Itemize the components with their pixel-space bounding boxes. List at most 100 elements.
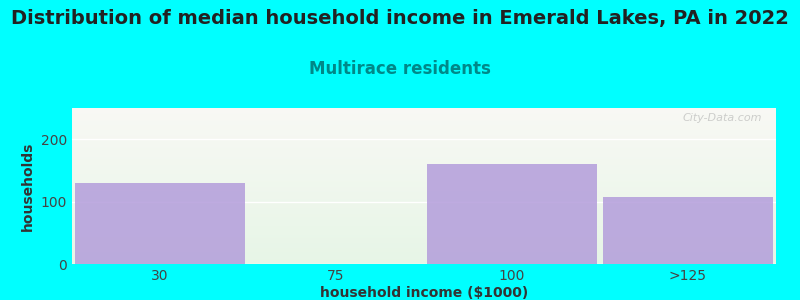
Bar	[72, 243, 776, 244]
Bar	[72, 166, 776, 167]
Bar	[72, 231, 776, 232]
Bar	[72, 202, 776, 203]
Bar	[72, 233, 776, 234]
Bar	[72, 234, 776, 235]
Bar	[72, 256, 776, 257]
Bar	[72, 157, 776, 158]
Bar	[72, 121, 776, 122]
Bar	[72, 122, 776, 123]
Bar	[72, 128, 776, 129]
Bar	[72, 145, 776, 146]
Bar	[72, 149, 776, 150]
Bar	[72, 119, 776, 120]
Bar	[72, 141, 776, 142]
Bar	[72, 227, 776, 228]
Bar	[72, 154, 776, 155]
Bar	[72, 159, 776, 160]
Bar	[72, 205, 776, 206]
Bar	[72, 250, 776, 251]
Bar	[72, 110, 776, 111]
Bar	[72, 255, 776, 256]
Bar	[72, 207, 776, 208]
Bar	[72, 229, 776, 230]
Bar	[72, 221, 776, 222]
Bar	[72, 206, 776, 207]
Bar	[72, 192, 776, 193]
Bar	[72, 242, 776, 243]
Bar	[72, 196, 776, 197]
Bar	[72, 241, 776, 242]
Bar	[72, 125, 776, 126]
Bar	[426, 164, 598, 264]
Bar	[72, 143, 776, 144]
Bar	[72, 135, 776, 136]
Bar	[72, 257, 776, 258]
Bar	[72, 185, 776, 186]
Bar	[72, 118, 776, 119]
Bar	[72, 126, 776, 127]
Bar	[72, 164, 776, 165]
Bar	[72, 136, 776, 137]
Bar	[72, 179, 776, 180]
Bar	[72, 217, 776, 218]
Bar	[72, 225, 776, 226]
Bar	[72, 216, 776, 217]
Bar	[72, 220, 776, 221]
Bar	[72, 211, 776, 212]
Bar	[72, 161, 776, 162]
Bar	[72, 172, 776, 173]
Bar	[72, 244, 776, 245]
Bar	[72, 156, 776, 157]
Bar	[72, 147, 776, 148]
Bar	[72, 129, 776, 130]
Bar	[72, 134, 776, 135]
Bar	[72, 222, 776, 223]
Bar	[72, 251, 776, 252]
Bar	[72, 158, 776, 159]
Bar	[72, 151, 776, 152]
Bar	[72, 226, 776, 227]
Bar	[72, 127, 776, 128]
Bar	[72, 253, 776, 254]
Bar	[72, 112, 776, 113]
Bar	[72, 144, 776, 145]
Bar	[72, 131, 776, 132]
Bar	[72, 210, 776, 211]
Bar	[72, 139, 776, 140]
Bar	[72, 117, 776, 118]
Bar	[72, 168, 776, 169]
Bar	[72, 120, 776, 121]
Bar	[72, 152, 776, 153]
Bar	[72, 124, 776, 125]
Bar	[72, 175, 776, 176]
Bar	[72, 249, 776, 250]
Bar	[72, 195, 776, 196]
Bar	[72, 148, 776, 149]
Bar	[72, 132, 776, 133]
Bar	[72, 178, 776, 179]
Bar	[72, 186, 776, 187]
Bar	[72, 108, 776, 109]
Bar	[72, 212, 776, 213]
Bar	[72, 237, 776, 238]
Bar	[72, 130, 776, 131]
Bar	[72, 194, 776, 195]
Text: City-Data.com: City-Data.com	[682, 113, 762, 123]
Bar	[72, 202, 776, 203]
Bar	[72, 183, 776, 184]
Bar	[72, 193, 776, 194]
Bar	[72, 182, 776, 183]
Bar	[72, 209, 776, 210]
Bar	[72, 252, 776, 253]
Bar	[72, 167, 776, 168]
Bar	[72, 246, 776, 247]
Bar	[72, 240, 776, 241]
Bar	[72, 258, 776, 259]
Y-axis label: households: households	[22, 141, 35, 231]
Bar	[72, 188, 776, 189]
Bar	[72, 177, 776, 178]
Bar	[72, 262, 776, 263]
Bar	[72, 248, 776, 249]
Bar	[72, 232, 776, 233]
Bar	[72, 137, 776, 138]
